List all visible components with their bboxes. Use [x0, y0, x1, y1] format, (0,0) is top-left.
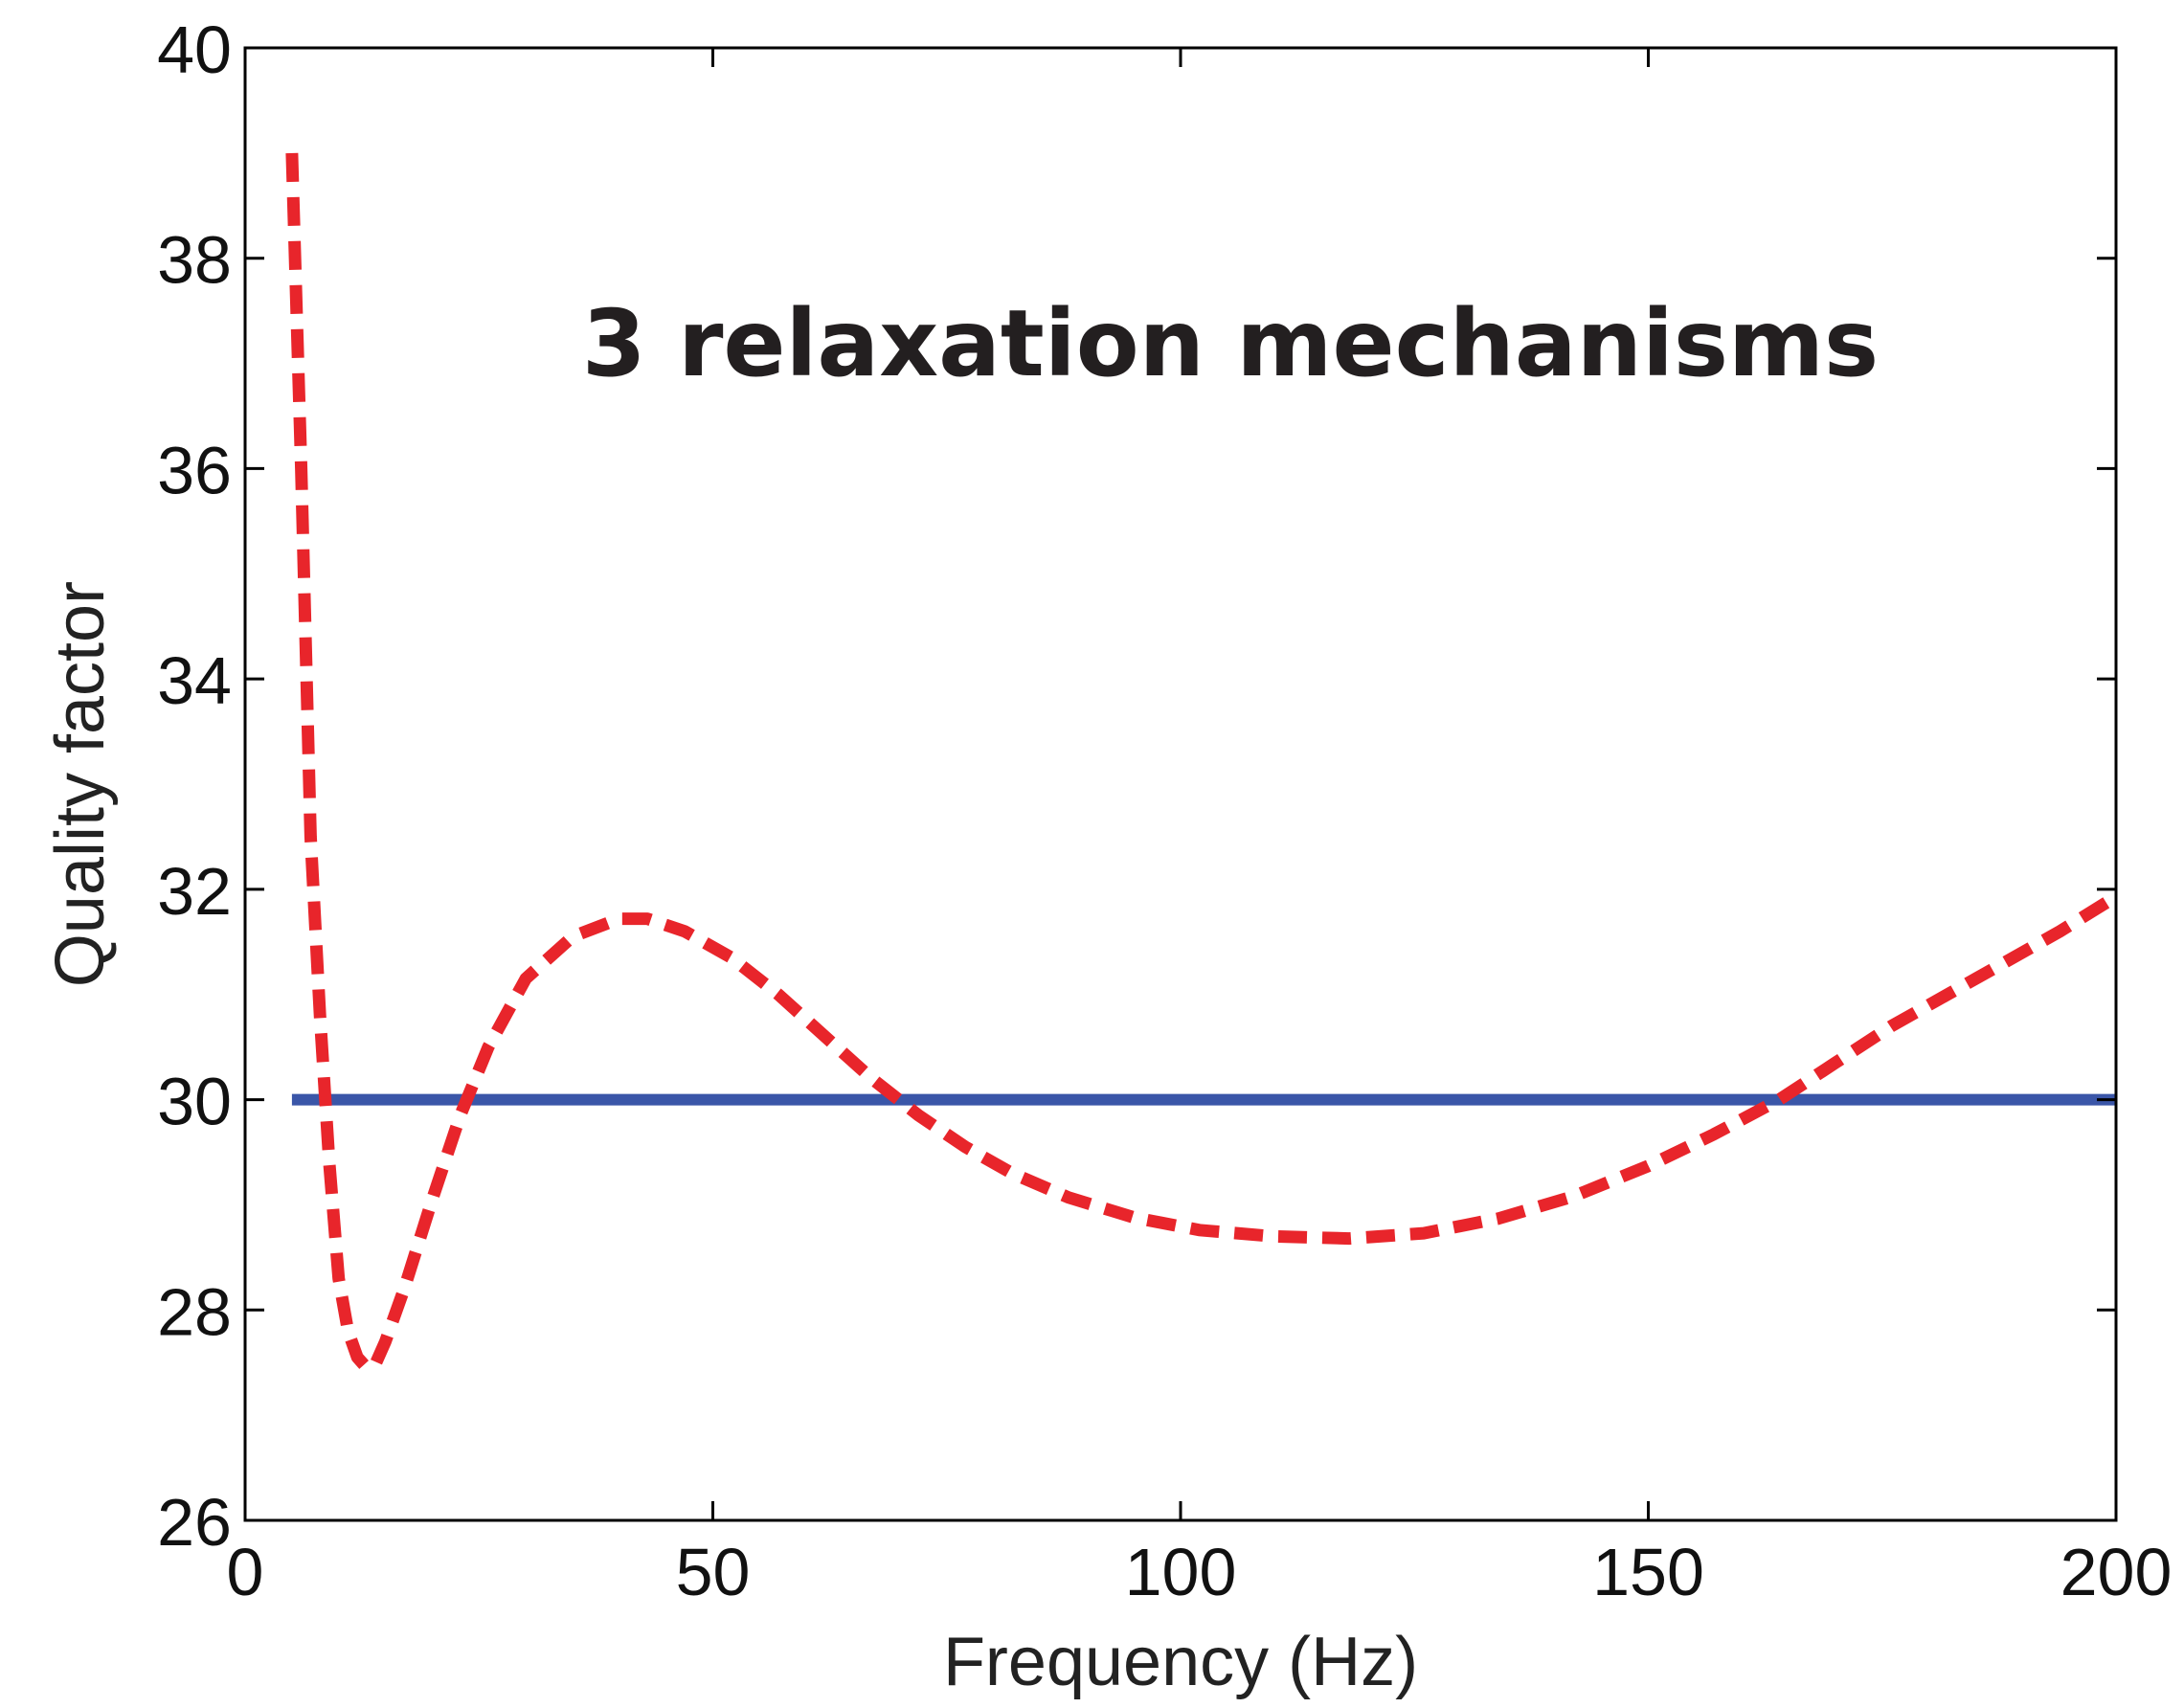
tick-labels-layer: 0 50 100 150 200 26 28 30 32 34 36 38 40 — [157, 12, 2172, 1609]
y-tick-label: 38 — [157, 223, 232, 298]
chart-annotation: 3 relaxation mechanisms — [582, 290, 1879, 397]
plot-frame — [243, 46, 2118, 1522]
y-tick-label: 30 — [157, 1065, 232, 1139]
series-layer — [285, 152, 2120, 1375]
y-tick-label: 34 — [157, 643, 232, 718]
x-tick-label: 100 — [1125, 1535, 1237, 1609]
series-line-dashed — [285, 152, 2120, 1375]
ticks-layer — [243, 46, 2118, 1522]
y-tick-label: 28 — [157, 1274, 232, 1349]
y-tick-label: 26 — [157, 1485, 232, 1560]
x-tick-label: 200 — [2060, 1535, 2173, 1609]
y-tick-label: 32 — [157, 854, 232, 929]
x-tick-label: 150 — [1592, 1535, 1704, 1609]
x-axis-label: Frequency (Hz) — [943, 1624, 1418, 1700]
y-tick-label: 36 — [157, 433, 232, 507]
y-tick-label: 40 — [157, 12, 232, 87]
x-tick-label: 0 — [227, 1535, 264, 1609]
x-tick-label: 50 — [676, 1535, 751, 1609]
y-axis-label: Quality factor — [42, 581, 119, 987]
